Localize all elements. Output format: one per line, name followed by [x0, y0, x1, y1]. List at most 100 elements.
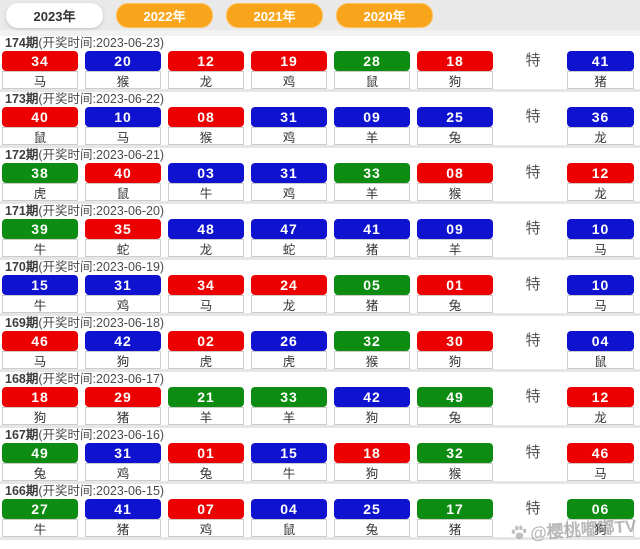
year-tab-bar: 2023年 2022年 2021年 2020年: [0, 0, 640, 30]
ball-number: 21: [168, 387, 244, 407]
ball: 34 马: [2, 51, 78, 89]
draw-time-label: (开奖时间:2023-06-15): [38, 484, 165, 498]
ball: 12 龙: [168, 51, 244, 89]
tab-year-2022[interactable]: 2022年: [116, 2, 213, 28]
draw-time-label: (开奖时间:2023-06-22): [38, 92, 165, 106]
tab-year-2021[interactable]: 2021年: [226, 2, 323, 28]
ball: 07 鸡: [168, 499, 244, 537]
result-block: 166期(开奖时间:2023-06-15) 27 牛 41 猪 07 鸡 04 鼠 25 兔 17 猪特…: [0, 484, 640, 540]
special-label: 特: [525, 388, 541, 405]
ball-row: 18 狗 29 猪 21 羊 33 羊 42 狗 49 兔特 12 龙: [0, 387, 640, 425]
period-header: 168期(开奖时间:2023-06-17): [0, 372, 640, 387]
ball-number: 05: [334, 275, 410, 295]
special-ball-zodiac: 龙: [567, 407, 634, 425]
ball-zodiac: 鸡: [168, 519, 244, 537]
ball: 30 狗: [417, 331, 493, 369]
ball-zodiac: 羊: [334, 127, 410, 145]
ball: 17 猪: [417, 499, 493, 537]
ball-number: 30: [417, 331, 493, 351]
period-header: 174期(开奖时间:2023-06-23): [0, 36, 640, 51]
draw-time-label: (开奖时间:2023-06-20): [38, 204, 165, 218]
special-ball-number: 10: [567, 275, 634, 295]
ball: 32 猴: [334, 331, 410, 369]
ball-zodiac: 鼠: [251, 519, 327, 537]
ball-zodiac: 羊: [417, 239, 493, 257]
result-block: 168期(开奖时间:2023-06-17) 18 狗 29 猪 21 羊 33 羊 42 狗 49 兔特…: [0, 372, 640, 428]
ball-number: 07: [168, 499, 244, 519]
ball-number: 28: [334, 51, 410, 71]
special-ball: 10 马: [567, 275, 634, 313]
ball-number: 08: [417, 163, 493, 183]
ball-zodiac: 兔: [417, 407, 493, 425]
ball: 42 狗: [334, 387, 410, 425]
tab-year-2023[interactable]: 2023年: [6, 2, 103, 28]
ball-zodiac: 兔: [168, 463, 244, 481]
ball: 05 猪: [334, 275, 410, 313]
ball: 10 马: [85, 107, 161, 145]
special-ball-number: 10: [567, 219, 634, 239]
ball-zodiac: 鸡: [251, 71, 327, 89]
ball-number: 41: [85, 499, 161, 519]
ball-zodiac: 马: [168, 295, 244, 313]
ball-number: 08: [168, 107, 244, 127]
ball: 33 羊: [334, 163, 410, 201]
result-block: 172期(开奖时间:2023-06-21) 38 虎 40 鼠 03 牛 31 鸡 33 羊 08 猴特…: [0, 148, 640, 204]
ball: 31 鸡: [85, 443, 161, 481]
result-block: 174期(开奖时间:2023-06-23) 34 马 20 猴 12 龙 19 鸡 28 鼠 18 狗特…: [0, 36, 640, 92]
special-ball-zodiac: 鼠: [567, 351, 634, 369]
special-label: 特: [525, 164, 541, 181]
ball: 03 牛: [168, 163, 244, 201]
special-ball: 41 猪: [567, 51, 634, 89]
special-label: 特: [525, 500, 541, 517]
ball-zodiac: 牛: [251, 463, 327, 481]
ball-zodiac: 羊: [251, 407, 327, 425]
ball: 35 蛇: [85, 219, 161, 257]
tab-year-2020[interactable]: 2020年: [336, 2, 433, 28]
ball-zodiac: 兔: [2, 463, 78, 481]
special-ball-zodiac: 龙: [567, 127, 634, 145]
ball-number: 48: [168, 219, 244, 239]
ball: 24 龙: [251, 275, 327, 313]
special-ball-number: 46: [567, 443, 634, 463]
ball-number: 10: [85, 107, 161, 127]
ball-number: 01: [168, 443, 244, 463]
ball-number: 49: [2, 443, 78, 463]
ball-number: 01: [417, 275, 493, 295]
draw-time-label: (开奖时间:2023-06-17): [38, 372, 165, 386]
ball: 08 猴: [417, 163, 493, 201]
ball-zodiac: 猴: [334, 351, 410, 369]
draw-time-label: (开奖时间:2023-06-23): [38, 36, 165, 50]
ball-number: 09: [417, 219, 493, 239]
ball-zodiac: 蛇: [251, 239, 327, 257]
period-header: 170期(开奖时间:2023-06-19): [0, 260, 640, 275]
period-header: 172期(开奖时间:2023-06-21): [0, 148, 640, 163]
ball: 47 蛇: [251, 219, 327, 257]
ball-zodiac: 鼠: [334, 71, 410, 89]
ball-number: 24: [251, 275, 327, 295]
result-block: 173期(开奖时间:2023-06-22) 40 鼠 10 马 08 猴 31 鸡 09 羊 25 兔特…: [0, 92, 640, 148]
ball-number: 25: [334, 499, 410, 519]
special-label: 特: [525, 276, 541, 293]
period-number: 166期: [5, 484, 39, 498]
ball-number: 40: [2, 107, 78, 127]
ball: 42 狗: [85, 331, 161, 369]
tabbar-divider: [0, 30, 640, 36]
period-header: 166期(开奖时间:2023-06-15): [0, 484, 640, 499]
ball-number: 42: [334, 387, 410, 407]
ball-number: 25: [417, 107, 493, 127]
special-ball-number: 36: [567, 107, 634, 127]
ball-number: 38: [2, 163, 78, 183]
ball: 19 鸡: [251, 51, 327, 89]
ball-zodiac: 龙: [251, 295, 327, 313]
ball: 18 狗: [417, 51, 493, 89]
ball-zodiac: 龙: [168, 239, 244, 257]
special-ball-zodiac: 马: [567, 295, 634, 313]
ball-number: 31: [85, 443, 161, 463]
ball-zodiac: 马: [2, 71, 78, 89]
ball-row: 15 牛 31 鸡 34 马 24 龙 05 猪 01 兔特 10 马: [0, 275, 640, 313]
ball: 49 兔: [2, 443, 78, 481]
draw-time-label: (开奖时间:2023-06-21): [38, 148, 165, 162]
ball-row: 40 鼠 10 马 08 猴 31 鸡 09 羊 25 兔特 36 龙: [0, 107, 640, 145]
special-ball-zodiac: 猪: [567, 71, 634, 89]
special-ball-zodiac: 马: [567, 239, 634, 257]
